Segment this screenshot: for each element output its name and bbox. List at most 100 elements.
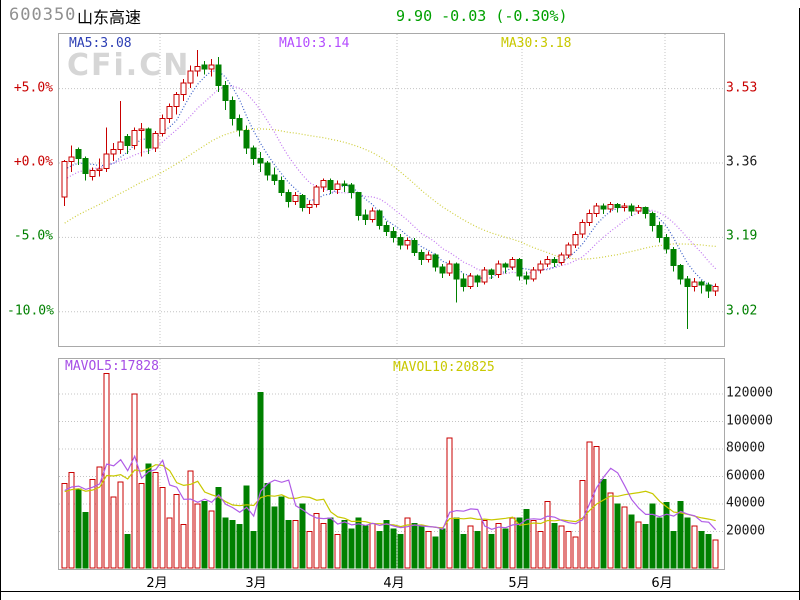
candlestick-chart	[59, 34, 724, 346]
candle-body	[425, 254, 432, 261]
volume-bar	[124, 533, 131, 569]
volume-bar	[579, 480, 586, 569]
candle-body	[607, 204, 614, 210]
candle-body	[271, 174, 278, 182]
candle-body	[229, 100, 236, 119]
candle-body	[530, 269, 537, 280]
volume-bar	[411, 522, 418, 569]
volume-axis-label: 100000	[726, 413, 773, 428]
candle-body	[670, 248, 677, 267]
volume-bar	[362, 525, 369, 569]
volume-bar	[383, 520, 390, 569]
volume-bar	[320, 522, 327, 569]
volume-bar	[180, 524, 187, 569]
candle-body	[201, 64, 208, 70]
volume-bar	[292, 520, 299, 569]
ma10-legend: MA10:3.14	[279, 36, 350, 51]
volume-bar	[236, 524, 243, 569]
volume-bar	[607, 492, 614, 569]
candle-body	[152, 132, 159, 149]
candle-body	[61, 161, 68, 198]
candle-body	[453, 263, 460, 280]
percent-axis-label: -5.0%	[13, 228, 53, 244]
volume-bar	[649, 503, 656, 569]
volume-bar	[243, 485, 250, 569]
volume-bar	[152, 471, 159, 569]
volume-bar	[96, 466, 103, 569]
candle-body	[712, 286, 719, 292]
volume-bar	[705, 533, 712, 569]
volume-bar	[404, 517, 411, 569]
price-axis-label: 3.36	[726, 154, 758, 170]
candle-body	[677, 265, 684, 280]
volume-bar	[257, 392, 264, 569]
candle-body	[411, 239, 418, 253]
cfi-watermark: CFi.CN	[67, 48, 191, 83]
candle-body	[390, 231, 397, 238]
candle-body	[180, 82, 187, 95]
candle-body	[565, 244, 572, 256]
candle-body	[110, 149, 117, 155]
volume-bar	[390, 528, 397, 569]
volume-bar	[488, 533, 495, 569]
candle-body	[698, 281, 705, 286]
candle-body	[320, 180, 327, 188]
candle-body	[215, 64, 222, 87]
month-axis-label: 6月	[651, 576, 673, 591]
page-frame-bottom	[1, 591, 800, 592]
volume-bar	[481, 520, 488, 569]
volume-bar	[369, 522, 376, 569]
stock-code: 600350	[9, 5, 77, 25]
volume-bar	[334, 533, 341, 569]
volume-bar	[250, 531, 257, 569]
candle-body	[96, 168, 103, 172]
candle-body	[418, 251, 425, 260]
volume-bar	[544, 500, 551, 569]
candle-body	[348, 184, 355, 194]
volume-bar	[614, 503, 621, 569]
candle-body	[628, 205, 635, 212]
volume-bar	[565, 531, 572, 569]
candle-body	[68, 156, 75, 163]
candle-body	[474, 275, 481, 283]
percent-axis-label: +0.0%	[13, 154, 53, 170]
volume-chart	[59, 359, 724, 569]
candle-body	[460, 278, 467, 287]
volume-bar	[166, 517, 173, 569]
candle-body	[586, 213, 593, 223]
candle-body	[502, 263, 509, 268]
volume-bar	[229, 520, 236, 569]
volume-bar	[663, 502, 670, 569]
ma5-legend: MA5:3.08	[69, 36, 132, 51]
candle-body	[544, 259, 551, 265]
candle-body	[124, 135, 131, 146]
candle-body	[621, 205, 628, 209]
volume-bar	[341, 520, 348, 569]
candle-body	[509, 259, 516, 268]
candle-body	[159, 117, 166, 134]
volume-bar	[460, 533, 467, 569]
candle-body	[369, 210, 376, 221]
volume-bar	[691, 525, 698, 569]
volume-bar	[474, 531, 481, 569]
candle-body	[236, 117, 243, 131]
volume-bar	[446, 437, 453, 569]
candle-body	[558, 254, 565, 264]
volume-bar	[131, 393, 138, 569]
price-axis-label: 3.02	[726, 303, 758, 319]
volume-bar	[313, 513, 320, 569]
volume-bar	[551, 522, 558, 569]
volume-bar	[208, 510, 215, 569]
volume-bar	[628, 514, 635, 569]
volume-bar	[467, 525, 474, 569]
volume-bar	[586, 441, 593, 569]
volume-bar	[82, 511, 89, 569]
candle-body	[117, 141, 124, 151]
candle-body	[446, 263, 453, 274]
volume-bar	[376, 531, 383, 569]
candle-body	[572, 233, 579, 246]
percent-axis-label: +5.0%	[13, 80, 53, 96]
volume-bar	[698, 531, 705, 569]
volume-bar	[278, 496, 285, 569]
month-axis-label: 2月	[146, 576, 168, 591]
